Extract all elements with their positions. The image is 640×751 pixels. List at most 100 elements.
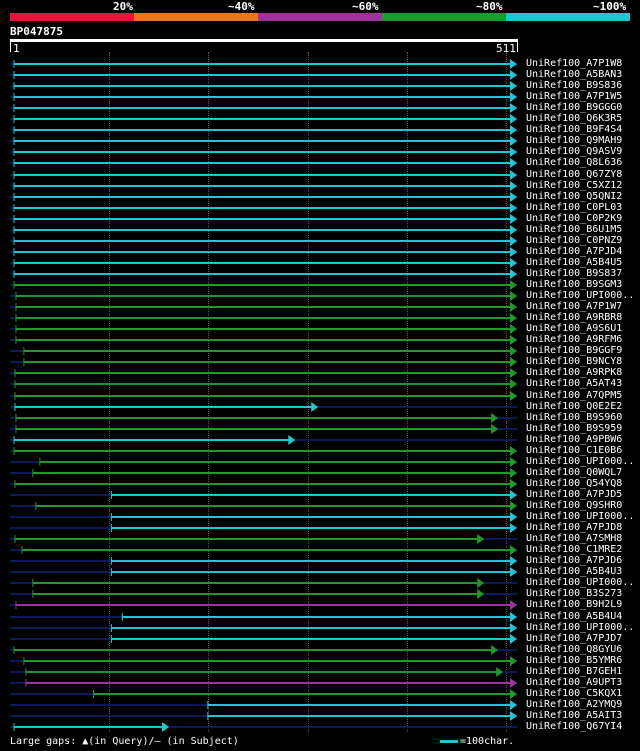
hit-label[interactable]: UniRef100_B9GGF9 — [526, 345, 623, 356]
hit-label[interactable]: UniRef100_Q67ZY8 — [526, 169, 623, 180]
hit-row[interactable] — [10, 379, 517, 389]
hit-row[interactable] — [10, 645, 517, 655]
hit-row[interactable] — [10, 689, 517, 699]
hit-row[interactable] — [10, 335, 517, 345]
hit-label[interactable]: UniRef100_A5AIT3 — [526, 710, 623, 721]
hit-label[interactable]: UniRef100_B9SGM3 — [526, 279, 623, 290]
hit-row[interactable] — [10, 236, 517, 246]
hit-label[interactable]: UniRef100_A7P1W8 — [526, 58, 623, 69]
hit-row[interactable] — [10, 346, 517, 356]
hit-label[interactable]: UniRef100_Q54YQ8 — [526, 478, 623, 489]
hit-label[interactable]: UniRef100_B9S960 — [526, 412, 623, 423]
hit-label[interactable]: UniRef100_A7QPM5 — [526, 390, 623, 401]
hit-label[interactable]: UniRef100_A9RPK8 — [526, 367, 623, 378]
hit-row[interactable] — [10, 479, 517, 489]
hit-row[interactable] — [10, 103, 517, 113]
hit-label[interactable]: UniRef100_Q67YI4 — [526, 721, 623, 732]
hit-label[interactable]: UniRef100_Q9ASV9 — [526, 146, 623, 157]
hit-label[interactable]: UniRef100_B9S959 — [526, 423, 623, 434]
hit-label[interactable]: UniRef100_A5B4U3 — [526, 566, 623, 577]
hit-label[interactable]: UniRef100_A7P1W5 — [526, 91, 623, 102]
hit-label[interactable]: UniRef100_A7PJD4 — [526, 246, 623, 257]
hit-label[interactable]: UniRef100_A9S6U1 — [526, 323, 623, 334]
hit-row[interactable] — [10, 468, 517, 478]
hit-row[interactable] — [10, 512, 517, 522]
hit-label[interactable]: UniRef100_Q0E2E2 — [526, 401, 623, 412]
hit-label[interactable]: UniRef100_A9RBR8 — [526, 312, 623, 323]
hit-row[interactable] — [10, 203, 517, 213]
hit-row[interactable] — [10, 667, 517, 677]
hit-label[interactable]: UniRef100_B5YMR6 — [526, 655, 623, 666]
hit-label[interactable]: UniRef100_A5B4U4 — [526, 611, 623, 622]
hit-row[interactable] — [10, 435, 517, 445]
hit-label[interactable]: UniRef100_B9NCY8 — [526, 356, 623, 367]
hit-label[interactable]: UniRef100_A7P1W7 — [526, 301, 623, 312]
hit-row[interactable] — [10, 258, 517, 268]
hit-row[interactable] — [10, 92, 517, 102]
hit-label[interactable]: UniRef100_UPI000.. — [526, 577, 635, 588]
hit-row[interactable] — [10, 291, 517, 301]
hit-row[interactable] — [10, 413, 517, 423]
hit-label[interactable]: UniRef100_UPI000.. — [526, 290, 635, 301]
hit-label[interactable]: UniRef100_Q0WQL7 — [526, 467, 623, 478]
hit-row[interactable] — [10, 424, 517, 434]
hit-row[interactable] — [10, 700, 517, 710]
hit-row[interactable] — [10, 722, 517, 732]
hit-label[interactable]: UniRef100_B9GGG0 — [526, 102, 623, 113]
hit-label[interactable]: UniRef100_UPI000.. — [526, 622, 635, 633]
hit-row[interactable] — [10, 391, 517, 401]
hit-row[interactable] — [10, 147, 517, 157]
hit-label[interactable]: UniRef100_A5B4U5 — [526, 257, 623, 268]
hit-label[interactable]: UniRef100_A9UPT3 — [526, 677, 623, 688]
hit-row[interactable] — [10, 446, 517, 456]
hit-row[interactable] — [10, 556, 517, 566]
hit-label[interactable]: UniRef100_B3S273 — [526, 588, 623, 599]
hit-label[interactable]: UniRef100_B7GEH1 — [526, 666, 623, 677]
hit-row[interactable] — [10, 269, 517, 279]
hit-label[interactable]: UniRef100_A7SMH8 — [526, 533, 623, 544]
hit-row[interactable] — [10, 324, 517, 334]
hit-label[interactable]: UniRef100_A5AT43 — [526, 378, 623, 389]
hit-row[interactable] — [10, 136, 517, 146]
hit-label[interactable]: UniRef100_C5KQX1 — [526, 688, 623, 699]
hit-row[interactable] — [10, 59, 517, 69]
hit-row[interactable] — [10, 81, 517, 91]
hit-label[interactable]: UniRef100_C1MRE2 — [526, 544, 623, 555]
hit-label[interactable]: UniRef100_A9PBW6 — [526, 434, 623, 445]
hit-row[interactable] — [10, 357, 517, 367]
hit-label[interactable]: UniRef100_A7PJD7 — [526, 633, 623, 644]
hit-row[interactable] — [10, 225, 517, 235]
hit-label[interactable]: UniRef100_UPI000.. — [526, 511, 635, 522]
hit-label[interactable]: UniRef100_B9S836 — [526, 80, 623, 91]
hit-label[interactable]: UniRef100_Q6K3R5 — [526, 113, 623, 124]
hit-row[interactable] — [10, 170, 517, 180]
hit-label[interactable]: UniRef100_A7PJD6 — [526, 555, 623, 566]
hit-row[interactable] — [10, 589, 517, 599]
hit-row[interactable] — [10, 501, 517, 511]
hit-label[interactable]: UniRef100_A7PJD8 — [526, 522, 623, 533]
hit-row[interactable] — [10, 125, 517, 135]
hit-row[interactable] — [10, 678, 517, 688]
hit-label[interactable]: UniRef100_C0PL03 — [526, 202, 623, 213]
hit-row[interactable] — [10, 247, 517, 257]
hit-row[interactable] — [10, 656, 517, 666]
hit-row[interactable] — [10, 711, 517, 721]
hit-row[interactable] — [10, 302, 517, 312]
hit-row[interactable] — [10, 457, 517, 467]
hit-label[interactable]: UniRef100_C1E0B6 — [526, 445, 623, 456]
hit-label[interactable]: UniRef100_Q9MAH9 — [526, 135, 623, 146]
hit-row[interactable] — [10, 490, 517, 500]
hit-row[interactable] — [10, 567, 517, 577]
hit-label[interactable]: UniRef100_B9S837 — [526, 268, 623, 279]
hit-row[interactable] — [10, 600, 517, 610]
hit-label[interactable]: UniRef100_A9RFM6 — [526, 334, 623, 345]
hit-label[interactable]: UniRef100_Q9SHR0 — [526, 500, 623, 511]
hit-label[interactable]: UniRef100_C0P2K9 — [526, 213, 623, 224]
hit-label[interactable]: UniRef100_Q8L636 — [526, 157, 623, 168]
hit-label[interactable]: UniRef100_C5XZ12 — [526, 180, 623, 191]
hit-label[interactable]: UniRef100_UPI000.. — [526, 456, 635, 467]
hit-row[interactable] — [10, 214, 517, 224]
hit-row[interactable] — [10, 578, 517, 588]
hit-row[interactable] — [10, 313, 517, 323]
hit-label[interactable]: UniRef100_C0PNZ9 — [526, 235, 623, 246]
